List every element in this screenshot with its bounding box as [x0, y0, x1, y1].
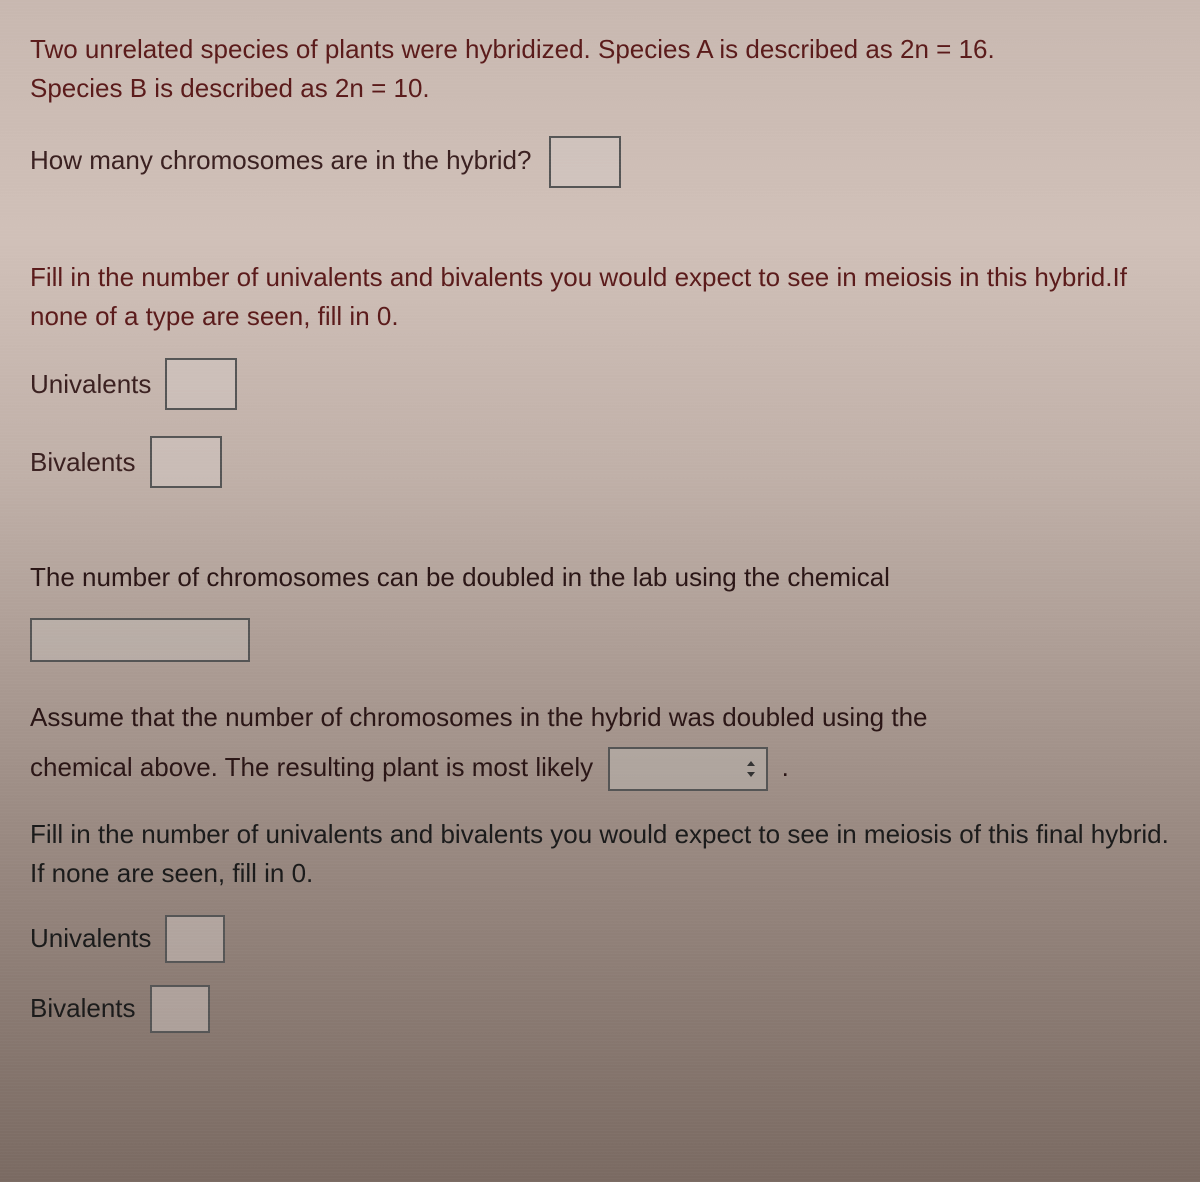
- q4-line1: Assume that the number of chromosomes in…: [30, 702, 928, 732]
- q5-bivalents-input[interactable]: [150, 985, 210, 1033]
- q5-univalents-input[interactable]: [165, 915, 225, 963]
- q2-prompt-block: Fill in the number of univalents and biv…: [30, 258, 1170, 336]
- q4-block: Assume that the number of chromosomes in…: [30, 698, 1170, 791]
- q5-prompt-block: Fill in the number of univalents and biv…: [30, 815, 1170, 893]
- q2-univalents-row: Univalents: [30, 358, 1170, 410]
- fertility-select[interactable]: [608, 747, 768, 791]
- q5-bivalents-row: Bivalents: [30, 985, 1170, 1033]
- q1-row: How many chromosomes are in the hybrid?: [30, 136, 1170, 188]
- q5-bivalents-label: Bivalents: [30, 989, 136, 1028]
- q2-bivalents-input[interactable]: [150, 436, 222, 488]
- q4-line2-part2: .: [782, 751, 789, 781]
- q2-univalents-label: Univalents: [30, 365, 151, 404]
- q5-univalents-row: Univalents: [30, 915, 1170, 963]
- q1-prompt: How many chromosomes are in the hybrid?: [30, 145, 531, 175]
- intro-line2: Species B is described as 2n = 10.: [30, 73, 430, 103]
- chemical-input[interactable]: [30, 618, 250, 662]
- hybrid-chromosomes-input[interactable]: [549, 136, 621, 188]
- intro-paragraph: Two unrelated species of plants were hyb…: [30, 30, 1170, 108]
- q3-prompt: The number of chromosomes can be doubled…: [30, 562, 890, 592]
- q2-bivalents-row: Bivalents: [30, 436, 1170, 488]
- q2-prompt: Fill in the number of univalents and biv…: [30, 262, 1127, 331]
- q5-univalents-label: Univalents: [30, 919, 151, 958]
- q3-block: The number of chromosomes can be doubled…: [30, 558, 1170, 597]
- q2-univalents-input[interactable]: [165, 358, 237, 410]
- q4-select-wrap: [608, 747, 768, 791]
- q4-line2-part1: chemical above. The resulting plant is m…: [30, 751, 593, 781]
- q3-input-row: [30, 617, 1170, 662]
- q5-prompt: Fill in the number of univalents and biv…: [30, 819, 1169, 888]
- q2-bivalents-label: Bivalents: [30, 443, 136, 482]
- intro-line1: Two unrelated species of plants were hyb…: [30, 34, 995, 64]
